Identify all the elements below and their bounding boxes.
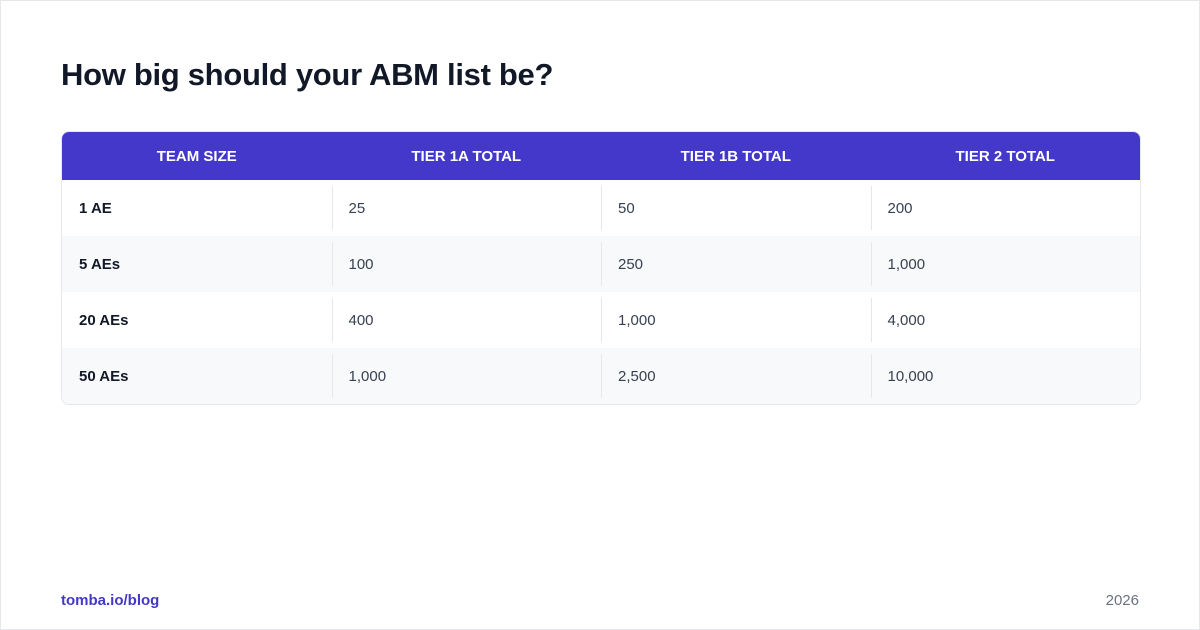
table-cell: 100	[331, 236, 602, 292]
table-row: 50 AEs 1,000 2,500 10,000	[62, 348, 1140, 404]
table-cell: 10,000	[870, 348, 1141, 404]
table-header: TEAM SIZE TIER 1A TOTAL TIER 1B TOTAL TIER …	[62, 132, 1140, 180]
column-header: TIER 1B TOTAL	[680, 147, 791, 165]
column-header: TEAM SIZE	[156, 147, 237, 165]
title: How big should your ABM list be?	[61, 57, 554, 92]
table-row: 20 AEs 400 1,000 4,000	[62, 292, 1140, 348]
year: 2026	[1105, 592, 1139, 609]
table-cell: 200	[870, 180, 1141, 236]
table: TEAM SIZE TIER 1A TOTAL TIER 1B TOTAL TIER …	[61, 131, 1141, 405]
table-cell: 50	[601, 180, 871, 236]
table-cell: 250	[601, 236, 871, 292]
column-header: TIER 1A TOTAL	[411, 147, 522, 165]
table-cell: 1,000	[601, 292, 871, 348]
table-row: 1 AE 25 50 200	[62, 180, 1140, 236]
table-row: 5 AEs 100 250 1,000	[62, 236, 1140, 292]
table-cell: 2,500	[601, 348, 871, 404]
source-link[interactable]: tomba.io/blog	[61, 592, 160, 609]
column-header: TIER 2 TOTAL	[955, 147, 1055, 165]
table-cell: 4,000	[870, 292, 1141, 348]
table-cell: 25	[331, 180, 602, 236]
table-cell: 1,000	[870, 236, 1141, 292]
table-cell: 5 AEs	[79, 255, 121, 273]
table-cell: 400	[331, 292, 602, 348]
table-cell: 20 AEs	[79, 311, 129, 329]
table-cell: 1 AE	[79, 199, 112, 217]
table-cell: 50 AEs	[79, 367, 129, 385]
table-cell: 1,000	[331, 348, 602, 404]
